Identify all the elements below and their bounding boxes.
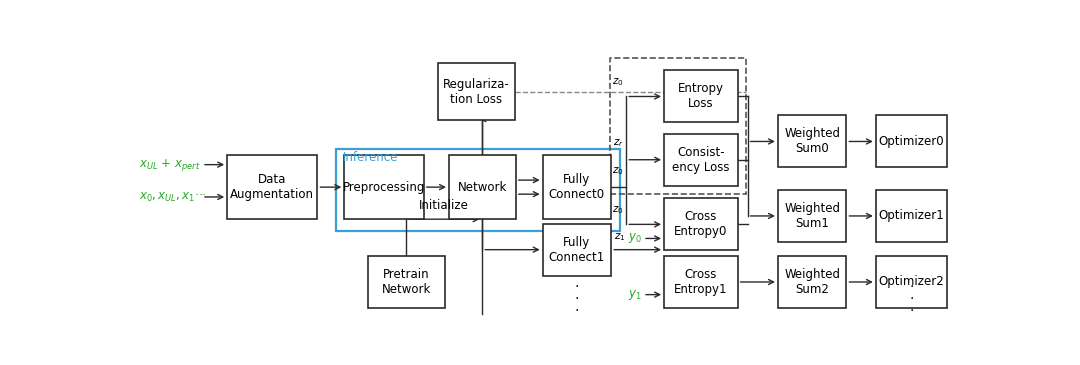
Text: $z_0$: $z_0$: [612, 165, 624, 177]
FancyBboxPatch shape: [367, 256, 445, 308]
FancyBboxPatch shape: [876, 115, 947, 168]
Text: Entropy
Loss: Entropy Loss: [678, 82, 724, 111]
Text: ·
·
·: · · ·: [909, 280, 914, 318]
FancyBboxPatch shape: [778, 115, 847, 168]
Text: Optimizer1: Optimizer1: [878, 210, 944, 222]
Text: Cross
Entropy1: Cross Entropy1: [674, 268, 728, 296]
Text: Fully
Connect1: Fully Connect1: [549, 236, 605, 264]
Text: Regulariza-
tion Loss: Regulariza- tion Loss: [443, 78, 510, 105]
Text: Weighted
Sum1: Weighted Sum1: [784, 202, 840, 230]
FancyBboxPatch shape: [778, 190, 847, 242]
FancyBboxPatch shape: [876, 190, 947, 242]
Text: Data
Augmentation: Data Augmentation: [230, 173, 314, 201]
Text: Optimizer2: Optimizer2: [878, 276, 944, 288]
FancyBboxPatch shape: [449, 155, 516, 219]
Text: $z_0$: $z_0$: [612, 77, 624, 88]
FancyBboxPatch shape: [664, 256, 738, 308]
Text: $y_0$: $y_0$: [627, 231, 642, 245]
FancyBboxPatch shape: [345, 155, 423, 219]
Text: Inference: Inference: [342, 151, 397, 164]
FancyBboxPatch shape: [542, 224, 611, 276]
Text: Weighted
Sum0: Weighted Sum0: [784, 127, 840, 155]
Text: Consist-
ency Loss: Consist- ency Loss: [672, 146, 730, 174]
Text: Initialize: Initialize: [419, 199, 469, 212]
FancyBboxPatch shape: [876, 256, 947, 308]
Text: Fully
Connect0: Fully Connect0: [549, 173, 605, 201]
FancyBboxPatch shape: [778, 256, 847, 308]
Text: Optimizer0: Optimizer0: [878, 135, 944, 148]
Text: $z_r$: $z_r$: [613, 137, 624, 149]
Text: ·
·
·: · · ·: [575, 280, 579, 318]
FancyBboxPatch shape: [438, 64, 515, 120]
Text: Preprocessing: Preprocessing: [342, 181, 426, 194]
FancyBboxPatch shape: [664, 134, 738, 186]
Text: Network: Network: [458, 181, 507, 194]
FancyBboxPatch shape: [664, 199, 738, 250]
Text: $y_1$: $y_1$: [627, 288, 642, 301]
Text: $x_{UL}$ + $x_{pert}$: $x_{UL}$ + $x_{pert}$: [139, 157, 201, 173]
Text: Pretrain
Network: Pretrain Network: [381, 268, 431, 296]
Text: $x_{0}$$,x_{UL}$$,x_{1}$···: $x_{0}$$,x_{UL}$$,x_{1}$···: [139, 191, 207, 204]
Text: $z_0$: $z_0$: [612, 204, 624, 216]
Text: $z_1$: $z_1$: [613, 231, 625, 243]
FancyBboxPatch shape: [542, 155, 611, 219]
FancyBboxPatch shape: [227, 155, 318, 219]
Text: Weighted
Sum2: Weighted Sum2: [784, 268, 840, 296]
Text: Cross
Entropy0: Cross Entropy0: [674, 210, 728, 238]
FancyBboxPatch shape: [664, 70, 738, 123]
